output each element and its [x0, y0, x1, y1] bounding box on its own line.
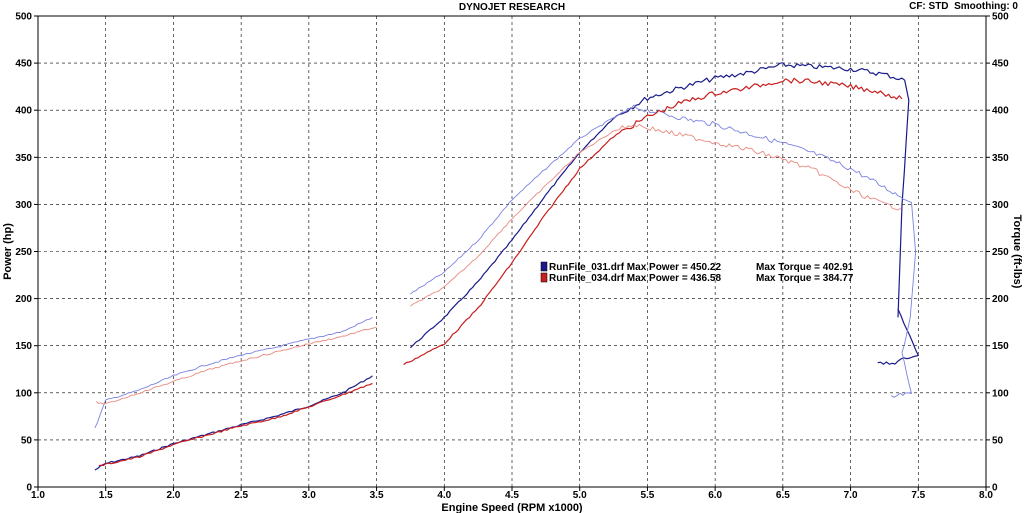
- series-torque-3-seg-0: [95, 326, 377, 405]
- x-tick-label: 2.5: [234, 490, 248, 501]
- y2-axis-label: Torque (ft-lbs): [1011, 215, 1023, 289]
- y2-tick-label: 0: [992, 483, 998, 494]
- grid: [38, 16, 986, 487]
- legend-entry-label: RunFile_034.drf Max Power = 436.58: [549, 273, 721, 284]
- legend-max-torque: Max Torque = 402.91: [756, 262, 854, 273]
- y2-tick-label: 400: [992, 106, 1009, 117]
- x-tick-label: 8.0: [979, 490, 993, 501]
- y-tick-label: 150: [15, 341, 32, 352]
- x-tick-label: 5.0: [573, 490, 587, 501]
- y2-tick-label: 50: [992, 435, 1004, 446]
- series-torque-3-seg-1: [410, 123, 901, 307]
- header-settings: CF: STD Smoothing: 0: [909, 1, 1018, 12]
- x-tick-label: 3.0: [302, 490, 316, 501]
- series-lines: [94, 62, 919, 471]
- x-tick-label: 1.5: [99, 490, 113, 501]
- x-tick-label: 6.5: [776, 490, 790, 501]
- x-tick-label: 5.5: [640, 490, 654, 501]
- x-tick-label: 4.0: [437, 490, 451, 501]
- y-tick-label: 0: [26, 483, 32, 494]
- x-tick-label: 4.5: [505, 490, 519, 501]
- series-torque-1-seg-0: [94, 317, 373, 429]
- legend-swatch: [540, 272, 548, 283]
- y2-tick-label: 150: [992, 341, 1009, 352]
- x-tick-label: 2.0: [166, 490, 180, 501]
- smoothing-label: Smoothing: 0: [954, 1, 1018, 12]
- y2-tick-label: 300: [992, 200, 1009, 211]
- x-axis-label: Engine Speed (RPM x1000): [441, 502, 583, 513]
- y-tick-label: 100: [15, 388, 32, 399]
- y-tick-label: 300: [15, 200, 32, 211]
- y-tick-label: 50: [21, 435, 33, 446]
- y-tick-label: 200: [15, 294, 32, 305]
- legend-entry-label: RunFile_031.drf Max Power = 450.22: [549, 262, 721, 273]
- x-tick-label: 3.5: [370, 490, 384, 501]
- y-tick-label: 350: [15, 153, 32, 164]
- x-tick-label: 6.0: [708, 490, 722, 501]
- y-tick-label: 450: [15, 59, 32, 70]
- x-tick-label: 1.0: [31, 490, 45, 501]
- x-tick-label: 7.0: [844, 490, 858, 501]
- legend-max-torque: Max Torque = 384.77: [756, 273, 854, 284]
- x-tick-label: 7.5: [911, 490, 925, 501]
- chart-title: DYNOJET RESEARCH: [458, 2, 566, 13]
- y2-tick-label: 450: [992, 59, 1009, 70]
- series-power-2-seg-1: [403, 77, 903, 366]
- series-power-2-seg-0: [98, 382, 373, 467]
- legend: RunFile_031.drf Max Power = 450.22 Max To…: [540, 261, 854, 284]
- tick-labels: 1.0 1.5 2.0 2.5 3.0 3.5 4.0 4.5 5.0 5.5 6.0 6.5 7.0 7…: [15, 12, 1009, 502]
- series-power-0-seg-2: [877, 308, 919, 365]
- y2-tick-label: 250: [992, 247, 1009, 258]
- y-tick-label: 500: [15, 12, 32, 23]
- y2-tick-label: 350: [992, 153, 1009, 164]
- cf-label: CF: STD: [909, 1, 949, 12]
- series-torque-1-seg-1: [410, 104, 917, 398]
- legend-swatch: [540, 261, 548, 272]
- series-power-0-seg-1: [409, 62, 910, 349]
- y-tick-label: 400: [15, 106, 32, 117]
- y-axis-label: Power (hp): [2, 223, 14, 280]
- y2-tick-label: 200: [992, 294, 1009, 305]
- y2-tick-label: 500: [992, 12, 1009, 23]
- y2-tick-label: 100: [992, 388, 1009, 399]
- y-tick-label: 250: [15, 247, 32, 258]
- series-power-0-seg-0: [94, 375, 373, 471]
